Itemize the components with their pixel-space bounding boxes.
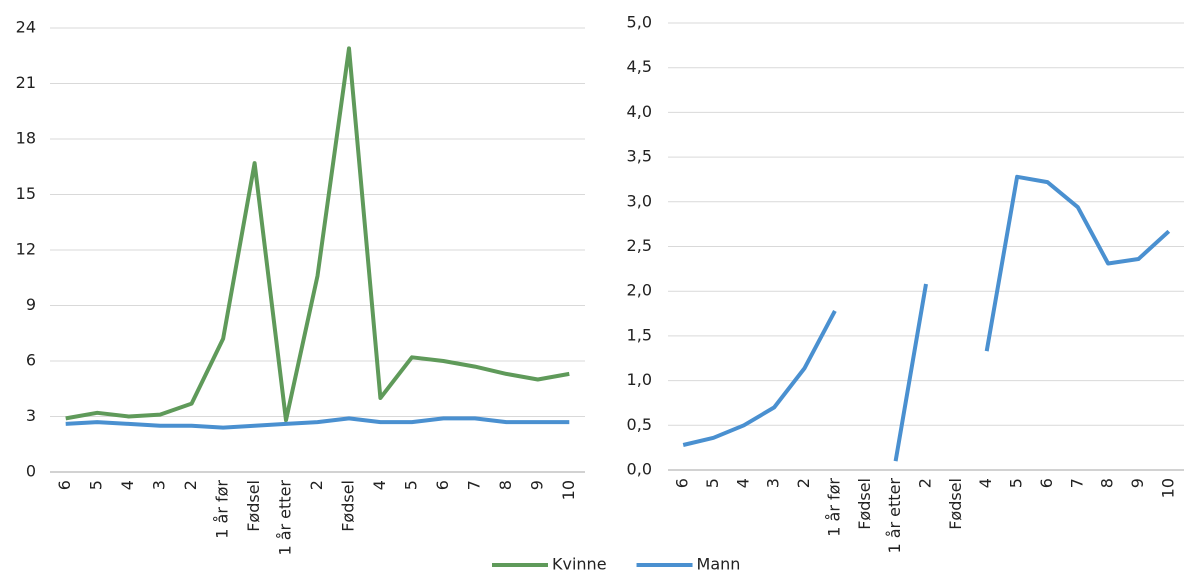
y-tick-label: 4,5: [627, 57, 652, 76]
x-tick-label: 1 år etter: [885, 478, 904, 554]
x-tick-label: 2: [916, 478, 935, 488]
y-tick-label: 18: [16, 129, 36, 148]
y-tick-label: 0: [26, 462, 36, 481]
x-tick-label: 6: [1037, 478, 1056, 488]
x-tick-label: 5: [401, 480, 420, 490]
line: [65, 416, 570, 430]
x-tick-label: 4: [370, 480, 389, 490]
x-tick-label: Fødsel: [855, 478, 874, 530]
y-tick-label: 24: [16, 18, 36, 37]
line: [682, 174, 1171, 462]
x-tick-label: Fødsel: [946, 478, 965, 530]
y-tick-label: 1,0: [627, 370, 652, 389]
x-tick-label: 7: [1067, 478, 1086, 488]
y-tick-label: 0,0: [627, 460, 652, 479]
legend-label: Mann: [697, 555, 741, 574]
y-tick-label: 1,5: [627, 325, 652, 344]
x-tick-label: 1 år etter: [276, 480, 295, 556]
x-tick-label: 8: [1098, 478, 1117, 488]
legend-label: Kvinne: [552, 555, 607, 574]
x-tick-label: 4: [733, 478, 752, 488]
y-tick-label: 3: [26, 406, 36, 425]
x-tick-label: 2: [794, 478, 813, 488]
y-tick-label: 2,5: [627, 236, 652, 255]
x-tick-label: 3: [764, 478, 783, 488]
y-tick-label: 0,5: [627, 415, 652, 434]
x-tick-label: 10: [559, 480, 578, 500]
x-tick-label: 9: [1128, 478, 1147, 488]
x-tick-label: 9: [527, 480, 546, 490]
x-tick-label: 7: [464, 480, 483, 490]
x-tick-label: 6: [673, 478, 692, 488]
y-tick-label: 12: [16, 240, 36, 259]
x-tick-label: 1 år før: [213, 480, 232, 539]
y-tick-label: 2,0: [627, 281, 652, 300]
x-tick-label: Fødsel: [338, 480, 357, 532]
x-tick-label: 5: [87, 480, 106, 490]
x-tick-label: 10: [1158, 478, 1177, 498]
y-tick-label: 9: [26, 295, 36, 314]
x-tick-label: 1 år før: [824, 478, 843, 537]
x-tick-label: 6: [433, 480, 452, 490]
y-tick-label: 5,0: [627, 13, 652, 32]
x-tick-label: 3: [150, 480, 169, 490]
x-tick-label: 4: [118, 480, 137, 490]
y-tick-label: 6: [26, 351, 36, 370]
x-tick-label: 8: [496, 480, 515, 490]
y-tick-label: 4,0: [627, 102, 652, 121]
x-tick-label: 2: [307, 480, 326, 490]
x-tick-label: Fødsel: [244, 480, 263, 532]
line: [65, 46, 570, 423]
y-tick-label: 3,0: [627, 191, 652, 210]
y-tick-label: 21: [16, 73, 36, 92]
y-tick-label: 15: [16, 184, 36, 203]
x-tick-label: 4: [976, 478, 995, 488]
x-tick-label: 5: [1007, 478, 1026, 488]
x-tick-label: 2: [181, 480, 200, 490]
x-tick-label: 5: [703, 478, 722, 488]
y-tick-label: 3,5: [627, 147, 652, 166]
x-tick-label: 6: [55, 480, 74, 490]
